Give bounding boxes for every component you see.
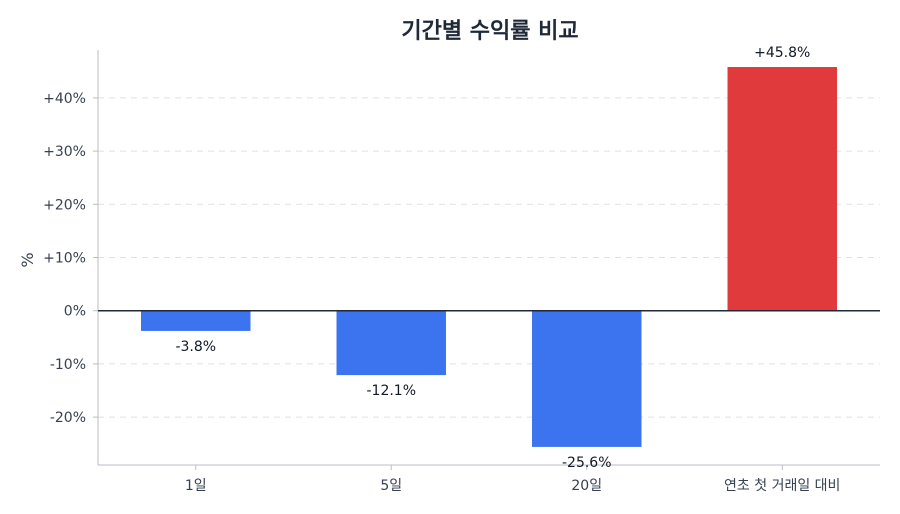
bar <box>727 67 837 311</box>
y-tick-label: +20% <box>43 197 86 213</box>
data-label: +45.8% <box>754 45 810 61</box>
y-tick-label: -10% <box>50 357 86 373</box>
y-tick-label: +40% <box>43 91 86 107</box>
y-tick-label: +10% <box>43 251 86 267</box>
x-tick-label: 1일 <box>185 478 207 494</box>
x-tick-label: 5일 <box>380 478 402 494</box>
bar <box>336 310 446 376</box>
y-tick-label: -20% <box>50 410 86 426</box>
label-layer: -20% -10% 0% +10% +20% +30% +40% -3.8% 1일 -12.1% 5… <box>43 45 840 494</box>
bar <box>141 310 251 331</box>
data-label: -12.1% <box>366 383 416 399</box>
bar-layer <box>141 67 837 447</box>
data-label: -3.8% <box>175 339 216 355</box>
x-tick-label: 20일 <box>571 478 602 494</box>
x-tick-label: 연초 첫 거래일 대비 <box>724 478 840 494</box>
y-tick-label: 0% <box>64 304 86 320</box>
chart-title: 기간별 수익률 비교 <box>401 19 578 44</box>
bar <box>532 310 642 447</box>
y-tick-label: +30% <box>43 144 86 160</box>
data-label: -25.6% <box>562 455 612 471</box>
axis-layer <box>93 50 880 470</box>
y-axis-label: % <box>18 252 37 267</box>
